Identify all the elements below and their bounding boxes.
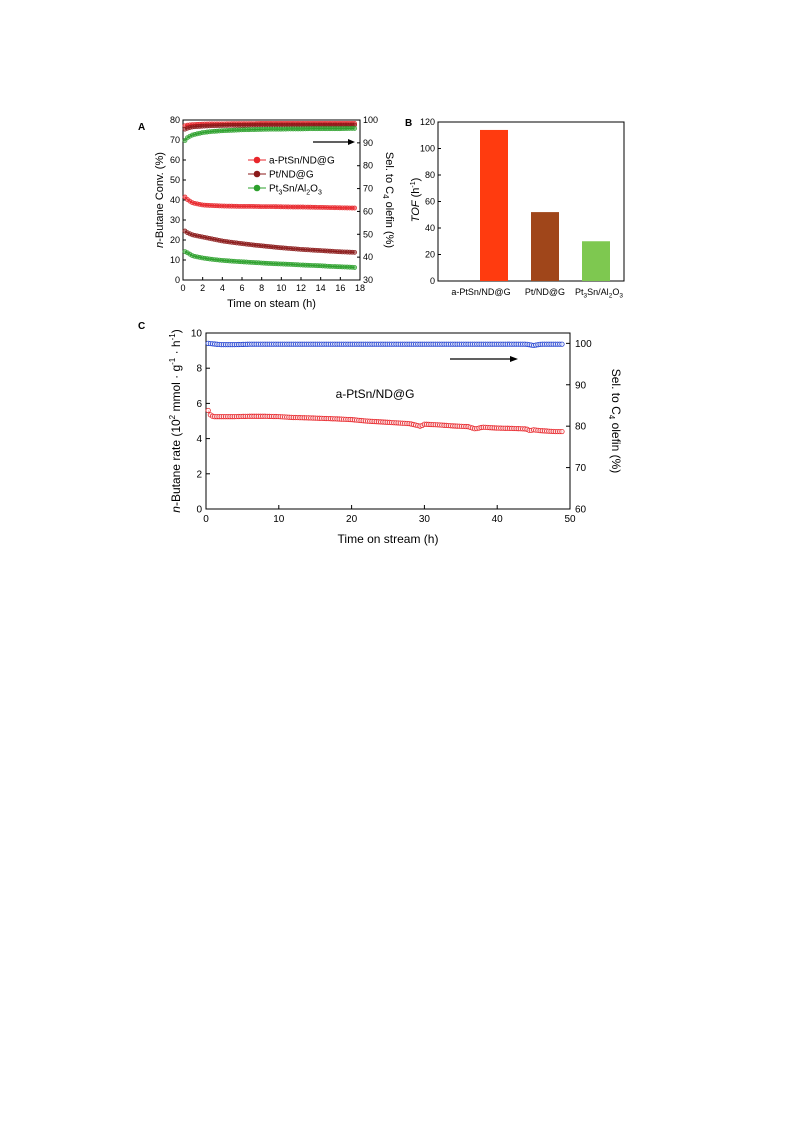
legend-marker-pt-ndg [253, 170, 261, 178]
panel-b-categories: a-PtSn/ND@G Pt/ND@G Pt3Sn/Al2O3 [451, 287, 623, 300]
legend-marker-pt3sn [253, 184, 261, 192]
panel-c-xlabel: Time on stream (h) [338, 532, 439, 546]
panel-a-xlabel: Time on steam (h) [227, 298, 316, 310]
y-tick-label: 60 [170, 155, 180, 165]
panel-b: B 0 20 40 60 80 100 120 TOF (h-1) a-PtSn/ND@G … [405, 117, 625, 300]
y-tick-label: 80 [170, 115, 180, 125]
x-tick-label: 10 [276, 283, 286, 293]
y-tick-label: 8 [196, 364, 202, 375]
panel-a-arrow-head [348, 139, 355, 145]
data-point [352, 205, 357, 211]
y2-tick-label: 50 [363, 229, 373, 239]
panel-a-ylabel: n-Butane Conv. (%) [154, 152, 166, 248]
y2-tick-label: 100 [575, 339, 592, 350]
panel-c-letter: C [138, 321, 145, 332]
y-tick-label: 0 [196, 505, 202, 516]
y-tick-label: 40 [170, 195, 180, 205]
x-tick-label: 40 [492, 514, 504, 525]
y-tick-label: 60 [425, 197, 435, 207]
data-point [352, 249, 357, 255]
y-tick-label: 20 [170, 235, 180, 245]
panel-b-axes: 0 20 40 60 80 100 120 [420, 117, 441, 286]
panel-a-legend: a-PtSn/ND@G Pt/ND@G Pt3Sn/Al2O3 [248, 156, 335, 197]
data-point [559, 341, 565, 347]
y-tick-label: 0 [175, 275, 180, 285]
x-tick-label: 30 [419, 514, 431, 525]
x-tick-label: 50 [564, 514, 576, 525]
y2-tick-label: 90 [575, 380, 587, 391]
y-tick-label: 0 [430, 276, 435, 286]
y-tick-label: 70 [170, 135, 180, 145]
legend-label-pt3sn: Pt3Sn/Al2O3 [269, 184, 322, 197]
y-tick-label: 4 [196, 434, 202, 445]
panel-b-category-label: Pt3Sn/Al2O3 [575, 287, 623, 300]
bar [582, 241, 610, 281]
legend-label-pt-ndg: Pt/ND@G [269, 170, 314, 181]
panel-b-category-label: Pt/ND@G [525, 287, 565, 297]
y-tick-label: 10 [191, 329, 203, 340]
data-point [352, 126, 357, 131]
y-tick-label: 120 [420, 117, 435, 127]
panel-a-y2label: Sel. to C4 olefin (%) [381, 152, 395, 248]
panel-b-marks [480, 129, 610, 281]
y-tick-label: 30 [170, 215, 180, 225]
y2-tick-label: 30 [363, 275, 373, 285]
x-tick-label: 0 [203, 514, 209, 525]
panel-b-letter: B [405, 118, 412, 129]
y-tick-label: 20 [425, 250, 435, 260]
y-tick-label: 2 [196, 469, 202, 480]
y-tick-label: 10 [170, 255, 180, 265]
y2-tick-label: 70 [575, 463, 587, 474]
data-point [205, 407, 211, 414]
x-tick-label: 12 [296, 283, 306, 293]
data-point [352, 265, 357, 270]
panel-c-ylabel: n-Butane rate (102 mmol · g-1 · h-1) [168, 329, 183, 512]
bar [480, 129, 508, 281]
y2-tick-label: 80 [575, 422, 587, 433]
x-tick-label: 16 [335, 283, 345, 293]
panel-c-y2label: Sel. to C4 olefin (%) [607, 369, 623, 474]
y2-tick-label: 60 [575, 505, 587, 516]
panel-c-arrow-head [510, 356, 518, 362]
legend-label-a-ptsn: a-PtSn/ND@G [269, 156, 335, 167]
y-tick-label: 40 [425, 223, 435, 233]
x-tick-label: 6 [239, 283, 244, 293]
data-point [559, 428, 565, 435]
y2-tick-label: 40 [363, 252, 373, 262]
y2-tick-label: 70 [363, 184, 373, 194]
bar [531, 212, 559, 281]
panel-c-annotation: a-PtSn/ND@G [336, 387, 415, 401]
y-tick-label: 50 [170, 175, 180, 185]
y2-tick-label: 60 [363, 206, 373, 216]
panel-b-ylabel: TOF (h-1) [410, 178, 422, 223]
x-tick-label: 10 [273, 514, 285, 525]
panel-c-axes: 0 10 20 30 40 50 0 2 4 6 8 10 60 70 80 90 100 [191, 329, 592, 526]
legend-marker-a-ptsn [253, 156, 261, 164]
x-tick-label: 4 [220, 283, 225, 293]
y2-tick-label: 90 [363, 138, 373, 148]
panel-c: C 0 10 20 30 40 50 0 2 4 6 8 10 60 70 80 90 100 a-PtSn/N… [138, 321, 623, 546]
panel-c-frame [205, 332, 571, 510]
y-tick-label: 6 [196, 399, 202, 410]
x-tick-label: 8 [259, 283, 264, 293]
panel-a-frame [182, 119, 361, 281]
panel-a: A 0 2 4 6 8 10 12 14 16 18 0 10 20 30 40 50 60 70 80 30 40 50… [138, 115, 395, 310]
panel-a-marks [182, 121, 357, 270]
y-tick-label: 80 [425, 170, 435, 180]
y2-tick-label: 100 [363, 115, 378, 125]
x-tick-label: 2 [200, 283, 205, 293]
panel-a-letter: A [138, 122, 145, 133]
x-tick-label: 14 [316, 283, 326, 293]
y2-tick-label: 80 [363, 161, 373, 171]
x-tick-label: 18 [355, 283, 365, 293]
panel-b-category-label: a-PtSn/ND@G [451, 287, 510, 297]
x-tick-label: 20 [346, 514, 358, 525]
y-tick-label: 100 [420, 144, 435, 154]
panel-c-marks [205, 340, 565, 435]
x-tick-label: 0 [180, 283, 185, 293]
